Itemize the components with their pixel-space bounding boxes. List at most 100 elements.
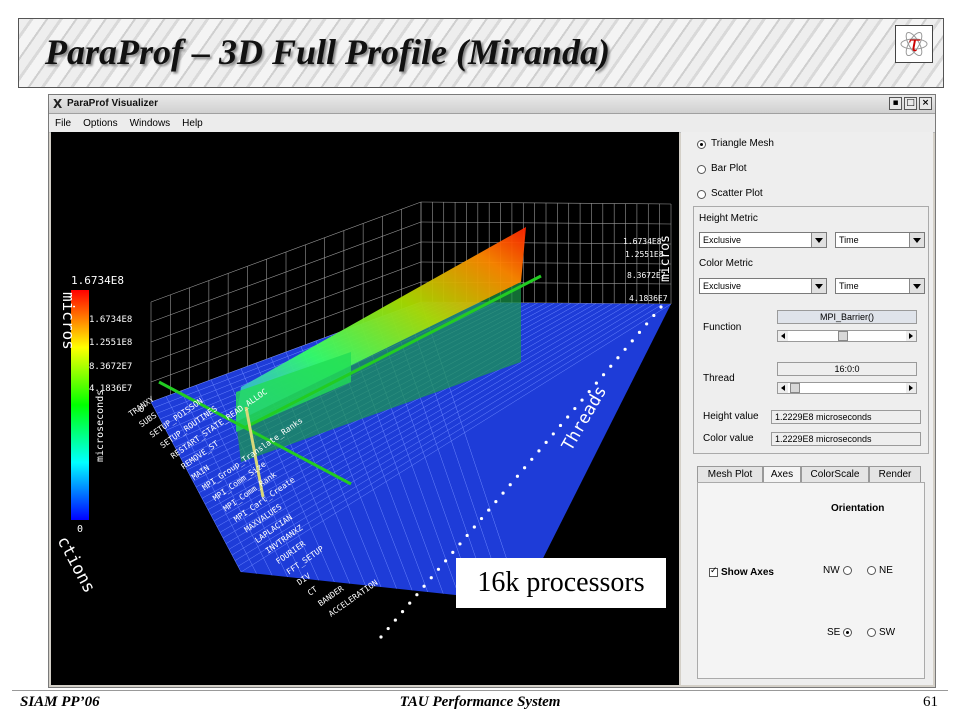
slider-right-arrow-icon[interactable] — [906, 331, 916, 341]
color-scale-bar — [71, 290, 89, 520]
thread-value-field: 16:0:0 — [777, 362, 917, 376]
window-titlebar[interactable]: X ParaProf Visualizer ▪ □ × — [49, 95, 935, 114]
close-icon[interactable]: × — [919, 97, 932, 110]
thread-tick-mark — [436, 567, 441, 571]
thread-tick-mark — [458, 542, 462, 546]
thread-slider-thumb[interactable] — [790, 383, 800, 393]
radio-ne[interactable] — [867, 566, 876, 575]
paraprof-visualizer-window: X ParaProf Visualizer ▪ □ × File Options… — [48, 94, 936, 688]
orientation-ne-label: NE — [879, 565, 893, 576]
ridge-side — [236, 282, 521, 462]
thread-tick-mark — [487, 508, 491, 512]
function-value-field: MPI_Barrier() — [777, 310, 917, 324]
thread-tick-mark — [551, 432, 555, 436]
settings-group — [693, 206, 929, 454]
tab-axes[interactable]: Axes — [763, 466, 801, 483]
chevron-down-icon[interactable] — [811, 233, 826, 247]
surface-line — [222, 303, 622, 539]
back-wall-hline — [150, 261, 422, 363]
surface-line — [195, 385, 288, 578]
menu-windows[interactable]: Windows — [129, 117, 171, 129]
left-tick-2: 8.3672E7 — [89, 362, 132, 372]
surface-line — [213, 303, 597, 522]
height-metric-select[interactable]: Exclusive — [699, 232, 827, 248]
thread-tick-mark — [645, 322, 649, 326]
surface-line — [231, 303, 647, 556]
right-tick-0: 1.6734E8 — [623, 237, 662, 246]
tab-colorscale[interactable]: ColorScale — [801, 466, 869, 482]
surface-line — [228, 303, 638, 550]
color-metric-kind-select[interactable]: Time — [835, 278, 925, 294]
left-tick-1: 1.2551E8 — [89, 338, 132, 348]
surface-line — [237, 303, 663, 567]
ridge-front — [236, 352, 351, 432]
slider-right-arrow-icon[interactable] — [906, 383, 916, 393]
color-metric-select[interactable]: Exclusive — [699, 278, 827, 294]
page-number: 61 — [923, 694, 938, 710]
tab-mesh-plot[interactable]: Mesh Plot — [697, 466, 763, 482]
radio-scatter-plot[interactable] — [697, 190, 706, 199]
chevron-down-icon[interactable] — [909, 279, 924, 293]
chevron-down-icon[interactable] — [909, 233, 924, 247]
thread-tick-mark — [379, 635, 383, 639]
slider-left-arrow-icon[interactable] — [778, 383, 788, 393]
tau-logo: τ — [895, 25, 933, 63]
function-cursor-line — [158, 380, 352, 486]
maximize-icon[interactable]: □ — [904, 97, 917, 110]
thread-tick-mark — [652, 313, 656, 318]
radio-sw[interactable] — [867, 628, 876, 637]
function-label: Function — [703, 322, 742, 333]
orientation-label: Orientation — [831, 503, 885, 514]
tau-logo-icon: τ — [900, 31, 928, 57]
left-tick-4: 0 — [139, 405, 144, 415]
slider-left-arrow-icon[interactable] — [778, 331, 788, 341]
height-metric-kind: Time — [839, 235, 859, 245]
3d-plot-canvas[interactable]: 1.6734E8 0 microseconds micros 1.6734E8 … — [51, 132, 679, 685]
tab-render[interactable]: Render — [869, 466, 921, 482]
surface-line — [165, 396, 257, 574]
chevron-down-icon[interactable] — [811, 279, 826, 293]
height-metric-kind-select[interactable]: Time — [835, 232, 925, 248]
right-tick-3: 4.1836E7 — [629, 294, 668, 303]
colorbar-max-label: 1.6734E8 — [71, 274, 124, 287]
thread-tick-mark — [637, 330, 642, 334]
right-tick-1: 1.2551E8 — [625, 250, 664, 259]
menu-file[interactable]: File — [55, 117, 72, 129]
height-value-label: Height value — [703, 411, 759, 422]
slide-title: ParaProf – 3D Full Profile (Miranda) — [45, 32, 611, 72]
thread-slider[interactable] — [777, 382, 917, 394]
height-cursor-line — [244, 406, 265, 498]
orientation-sw-label: SW — [879, 627, 896, 638]
right-wall-hline — [420, 261, 672, 265]
thread-tick-mark — [444, 559, 448, 563]
radio-nw[interactable] — [843, 566, 852, 575]
color-value-label: Color value — [703, 433, 754, 444]
3d-profile-plot[interactable]: 1.6734E8 0 microseconds micros 1.6734E8 … — [51, 132, 679, 685]
radio-triangle-mesh[interactable] — [697, 140, 706, 149]
thread-tick-mark — [544, 440, 548, 444]
footer-conference: SIAM PP’06 — [20, 694, 100, 710]
minimize-icon[interactable]: ▪ — [889, 97, 902, 110]
right-wall-hline — [420, 221, 672, 225]
function-slider[interactable] — [777, 330, 917, 342]
orientation-nw-label: NW — [823, 565, 840, 576]
thread-tick-mark — [630, 339, 634, 343]
processor-count-callout: 16k processors — [456, 558, 666, 608]
back-wall-hline — [150, 221, 422, 323]
thread-tick-mark — [530, 457, 534, 461]
radio-se[interactable] — [843, 628, 852, 637]
thread-tick-mark — [580, 398, 584, 402]
radio-bar-plot[interactable] — [697, 165, 706, 174]
function-slider-thumb[interactable] — [838, 331, 848, 341]
colorbar-min-label: 0 — [77, 524, 83, 535]
menu-help[interactable]: Help — [182, 117, 203, 129]
thread-tick-mark — [508, 483, 512, 487]
thread-tick-mark — [386, 626, 390, 631]
thread-tick-mark — [515, 474, 520, 478]
menu-options[interactable]: Options — [83, 117, 118, 129]
tau-glyph: τ — [908, 32, 921, 57]
show-axes-checkbox[interactable] — [709, 566, 718, 577]
thread-tick-mark — [537, 449, 541, 453]
surface-line — [216, 303, 605, 527]
surface-line — [234, 303, 655, 561]
